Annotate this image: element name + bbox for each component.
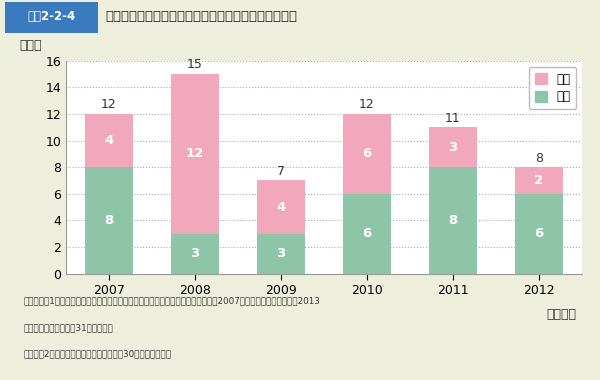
Text: 図表2-2-4: 図表2-2-4 — [27, 10, 76, 23]
Text: 12: 12 — [186, 147, 204, 160]
Text: 6: 6 — [362, 147, 371, 160]
Text: （年度）: （年度） — [546, 308, 576, 321]
Text: 3: 3 — [277, 247, 286, 260]
Bar — [257, 180, 305, 234]
Text: 12: 12 — [101, 98, 117, 111]
Bar — [430, 127, 476, 167]
Text: 6: 6 — [362, 227, 371, 240]
Bar — [515, 167, 563, 194]
Bar — [257, 234, 305, 274]
Bar — [343, 194, 391, 274]
Bar — [430, 167, 476, 274]
Bar — [85, 167, 133, 274]
Text: 〈備考〉　1．消費生活用製品安全法の重大製品事故報告・公表制度が施行された2007年５月以降の発生件数（2013: 〈備考〉 1．消費生活用製品安全法の重大製品事故報告・公表制度が施行された200… — [24, 296, 321, 306]
Text: （件）: （件） — [20, 39, 42, 52]
Text: 2．重傷・治療等に要する期間が30日以上の負傷。: 2．重傷・治療等に要する期間が30日以上の負傷。 — [24, 350, 172, 359]
Bar — [172, 74, 218, 234]
Bar — [343, 114, 391, 194]
Text: 8: 8 — [104, 214, 113, 227]
Text: 7: 7 — [277, 165, 285, 178]
Text: 3: 3 — [190, 247, 200, 260]
Bar — [515, 194, 563, 274]
Text: 年３月31日時点）。: 年３月31日時点）。 — [24, 323, 114, 332]
Text: 6: 6 — [535, 227, 544, 240]
Text: 4: 4 — [104, 134, 113, 147]
Legend: 重症, 死亡: 重症, 死亡 — [529, 67, 576, 109]
Text: 2: 2 — [535, 174, 544, 187]
Bar — [85, 114, 133, 167]
Text: 介護ベッド用手すりの死亡・重傷事故は引き続き発生: 介護ベッド用手すりの死亡・重傷事故は引き続き発生 — [105, 10, 297, 23]
Text: 3: 3 — [448, 141, 458, 154]
Text: 12: 12 — [359, 98, 375, 111]
Text: 8: 8 — [448, 214, 458, 227]
Text: 4: 4 — [277, 201, 286, 214]
Bar — [172, 234, 218, 274]
Text: 11: 11 — [445, 112, 461, 125]
Text: 15: 15 — [187, 59, 203, 71]
Text: 8: 8 — [535, 152, 543, 165]
FancyBboxPatch shape — [5, 2, 98, 33]
